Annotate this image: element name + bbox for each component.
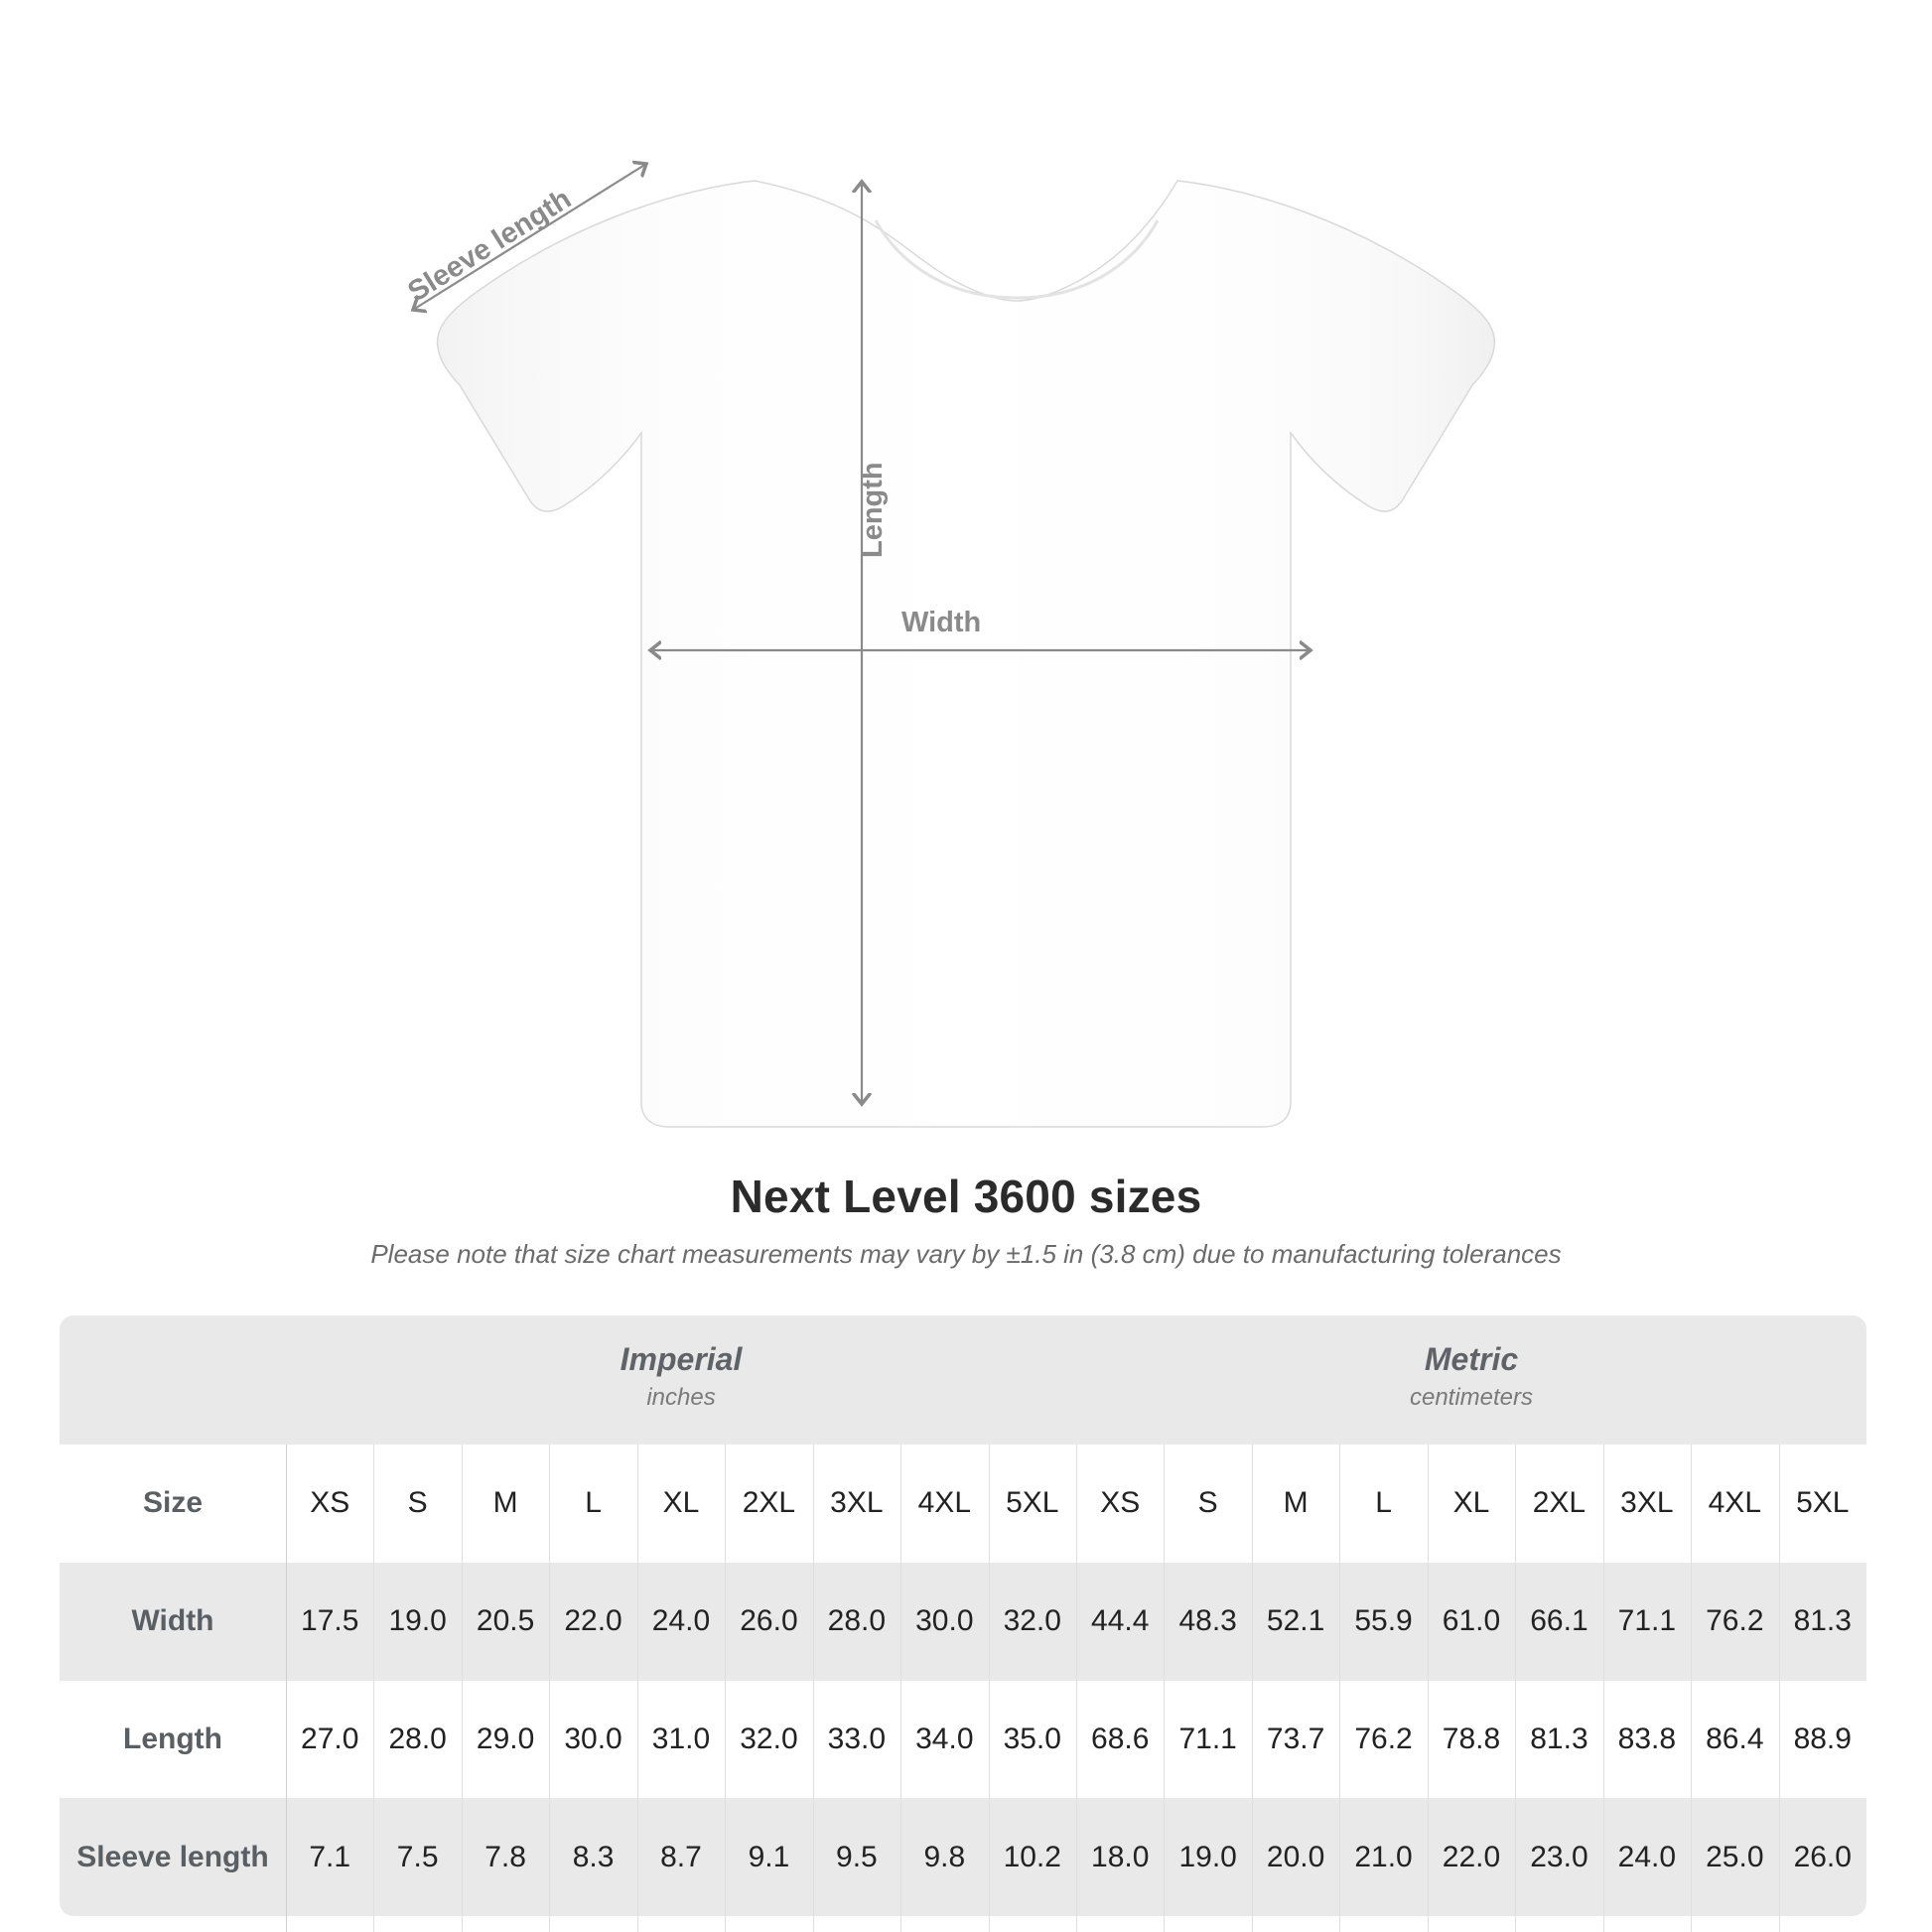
svg-text:Width: Width [901,607,981,638]
svg-text:Length: Length [857,462,889,558]
